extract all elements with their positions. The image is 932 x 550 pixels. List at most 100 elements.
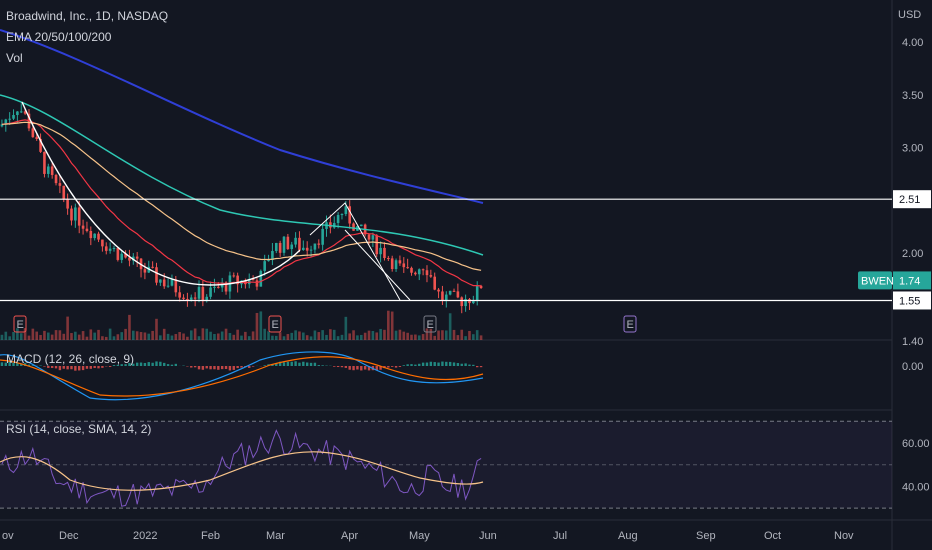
volume-bar: [456, 335, 460, 340]
candle-body: [444, 294, 448, 301]
candle-body: [217, 286, 220, 288]
macd-histogram-bar: [205, 366, 208, 369]
candle-body: [402, 263, 406, 268]
macd-histogram-bar: [414, 364, 417, 366]
macd-histogram-bar: [78, 366, 81, 371]
earnings-marker-icon: [268, 315, 282, 333]
macd-histogram-bar: [271, 364, 274, 366]
volume-bar: [159, 335, 162, 340]
macd-histogram-bar: [333, 366, 336, 367]
level-tag-text: 2.51: [899, 194, 920, 206]
rsi-legend: RSI (14, close, SMA, 14, 2): [6, 422, 152, 436]
candle-body: [77, 207, 81, 226]
candle-body: [247, 279, 251, 285]
macd-histogram-bar: [278, 361, 282, 366]
price-tick-clipped: 1.40: [902, 336, 923, 348]
candle-body: [414, 272, 417, 275]
price-tick-label: 3.00: [902, 143, 923, 155]
macd-histogram-bar: [240, 366, 243, 368]
level-tag-bg: [893, 190, 931, 209]
price-tag-bg: [893, 271, 931, 290]
volume-bar: [352, 330, 355, 340]
candle-body: [62, 185, 66, 200]
candle-body: [421, 269, 425, 271]
candle-body: [255, 280, 259, 287]
macd-histogram-bar: [263, 365, 266, 366]
volume-bar: [47, 332, 50, 340]
volume-bar: [217, 333, 220, 340]
macd-histogram-bar: [479, 366, 483, 368]
macd-histogram-bar: [441, 361, 444, 366]
volume-bar: [406, 332, 409, 340]
symbol-tag-ticker: BWEN: [861, 275, 894, 287]
volume-bar: [27, 335, 31, 340]
volume-bar: [43, 330, 46, 340]
volume-bar: [62, 333, 66, 340]
macd-histogram-bar: [352, 366, 355, 371]
volume-bar: [193, 328, 197, 340]
macd-histogram-bar: [410, 364, 413, 366]
volume-bar: [50, 334, 54, 340]
candle-body: [205, 296, 209, 302]
candle-body: [464, 299, 467, 307]
candle-body: [417, 269, 421, 275]
candle-body: [294, 237, 297, 245]
volume-bar: [132, 330, 135, 340]
candle-body: [155, 267, 158, 283]
volume-bar: [120, 332, 124, 340]
macd-histogram-bar: [421, 362, 425, 366]
volume-bar: [383, 329, 386, 340]
macd-histogram-bar: [298, 362, 301, 366]
volume-bar: [174, 334, 178, 340]
macd-histogram-bar: [472, 364, 475, 366]
candle-body: [433, 276, 436, 290]
earnings-marker-icon: [13, 315, 27, 333]
candle-body: [479, 285, 483, 289]
candle-body: [267, 260, 270, 262]
macd-histogram-bar: [85, 366, 89, 369]
volume-bar: [74, 331, 77, 340]
candle-body: [8, 118, 11, 120]
candle-body: [128, 257, 131, 261]
volume-bar: [313, 330, 317, 340]
volume-bar: [66, 316, 69, 340]
time-axis-label: Mar: [266, 530, 285, 542]
macd-histogram-bar: [197, 366, 201, 370]
time-axis-label: Apr: [341, 530, 358, 542]
volume-bar: [209, 331, 212, 340]
macd-histogram-bar: [163, 362, 166, 366]
candle-body: [348, 206, 351, 224]
macd-histogram-bar: [151, 362, 154, 366]
macd-histogram-bar: [74, 366, 77, 371]
candle-body: [236, 275, 239, 285]
volume-bar: [39, 334, 42, 340]
macd-histogram-bar: [433, 362, 436, 366]
volume-bar: [139, 332, 143, 340]
macd-histogram-bar: [251, 366, 255, 367]
macd-histogram-bar: [452, 362, 456, 366]
volume-bar: [433, 335, 436, 340]
candle-body: [58, 183, 62, 186]
candle-body: [201, 287, 205, 302]
candle-body: [166, 285, 170, 287]
macd-histogram-bar: [31, 365, 35, 366]
candle-body: [74, 207, 77, 221]
volume-bar: [359, 334, 363, 340]
macd-histogram-bar: [147, 362, 150, 366]
macd-histogram-bar: [81, 366, 85, 371]
ema100-line: [0, 94, 484, 256]
candle-body: [159, 279, 162, 283]
earnings-marker-icon: [423, 315, 437, 333]
macd-histogram-bar: [290, 361, 293, 366]
volume-bar: [12, 331, 15, 340]
macd-histogram-bar: [220, 366, 224, 370]
volume-bar: [437, 330, 440, 340]
macd-histogram-bar: [476, 366, 479, 368]
wedge-lower-line: [344, 229, 411, 301]
volume-bar: [23, 328, 27, 340]
candle-body: [274, 242, 278, 252]
macd-histogram-bar: [120, 364, 123, 366]
candle-body: [182, 297, 185, 299]
candle-body: [302, 247, 305, 250]
